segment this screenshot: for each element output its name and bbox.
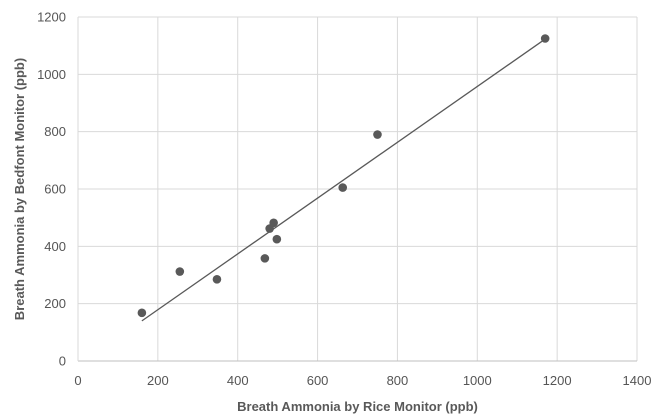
y-tick-label: 1000: [37, 67, 66, 82]
x-tick-label: 0: [74, 373, 81, 388]
data-point: [338, 183, 348, 192]
data-point: [260, 254, 270, 263]
axes: [77, 17, 637, 362]
x-axis-title: Breath Ammonia by Rice Monitor (ppb): [237, 399, 478, 414]
x-tick-label: 1200: [543, 373, 572, 388]
y-tick-label: 800: [44, 124, 66, 139]
y-tick-label: 400: [44, 239, 66, 254]
data-point: [175, 267, 185, 276]
data-point: [137, 308, 147, 318]
y-tick-label: 200: [44, 296, 66, 311]
data-points: [137, 34, 550, 318]
x-tick-label: 1000: [463, 373, 492, 388]
x-tick-label: 400: [227, 373, 249, 388]
x-tick-label: 1400: [623, 373, 651, 388]
y-tick-label: 600: [44, 182, 66, 197]
x-tick-label: 200: [147, 373, 169, 388]
y-axis-title: Breath Ammonia by Bedfont Monitor (ppb): [12, 58, 27, 320]
x-tick-label: 800: [387, 373, 409, 388]
x-tick-label: 600: [307, 373, 329, 388]
tick-labels: 0 200 400 600 800 1000 1200 0 200 400 600 800 1000 12…: [37, 10, 651, 389]
y-tick-label: 1200: [37, 10, 66, 25]
data-point: [272, 234, 282, 244]
trendline: [141, 38, 546, 322]
trendline-layer: [141, 38, 546, 322]
gridlines: [78, 16, 638, 361]
data-point: [212, 275, 222, 284]
data-point: [373, 130, 382, 139]
y-tick-label: 0: [59, 354, 66, 369]
data-point: [540, 34, 550, 43]
data-point: [269, 218, 278, 228]
